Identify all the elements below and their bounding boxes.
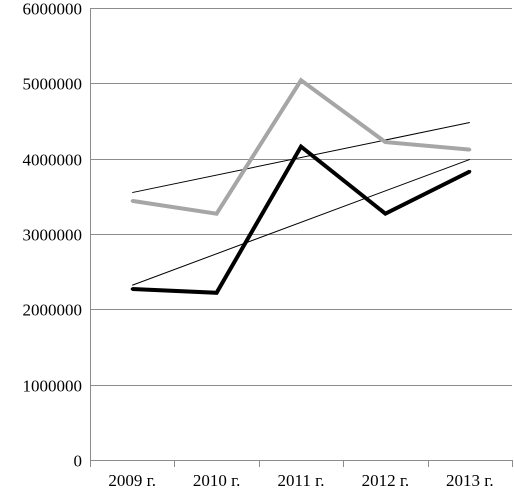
x-tick-label: 2012 г.	[362, 471, 410, 490]
data-point	[299, 145, 303, 149]
trendline	[132, 122, 470, 194]
data-point	[130, 199, 134, 203]
y-tick-label: 1000000	[23, 377, 83, 396]
y-tick-label: 3000000	[23, 226, 83, 245]
data-point	[468, 148, 472, 152]
y-tick-label: 4000000	[23, 151, 83, 170]
data-point	[130, 287, 134, 291]
data-point	[468, 169, 472, 173]
trendline	[132, 158, 470, 286]
series-line	[132, 143, 471, 295]
y-tick-label: 0	[74, 452, 83, 471]
y-tick-label: 6000000	[23, 0, 83, 19]
data-point	[215, 291, 219, 295]
x-tick-label: 2011 г.	[278, 471, 325, 490]
data-point	[383, 212, 387, 216]
x-tick-label: 2009 г.	[108, 471, 156, 490]
data-point	[383, 140, 387, 144]
y-tick-label: 2000000	[23, 301, 83, 320]
y-tick-label: 5000000	[23, 75, 83, 94]
data-point	[299, 78, 303, 82]
x-tick-label: 2013 г.	[446, 471, 494, 490]
x-tick-label: 2010 г.	[193, 471, 241, 490]
data-point	[215, 212, 219, 216]
